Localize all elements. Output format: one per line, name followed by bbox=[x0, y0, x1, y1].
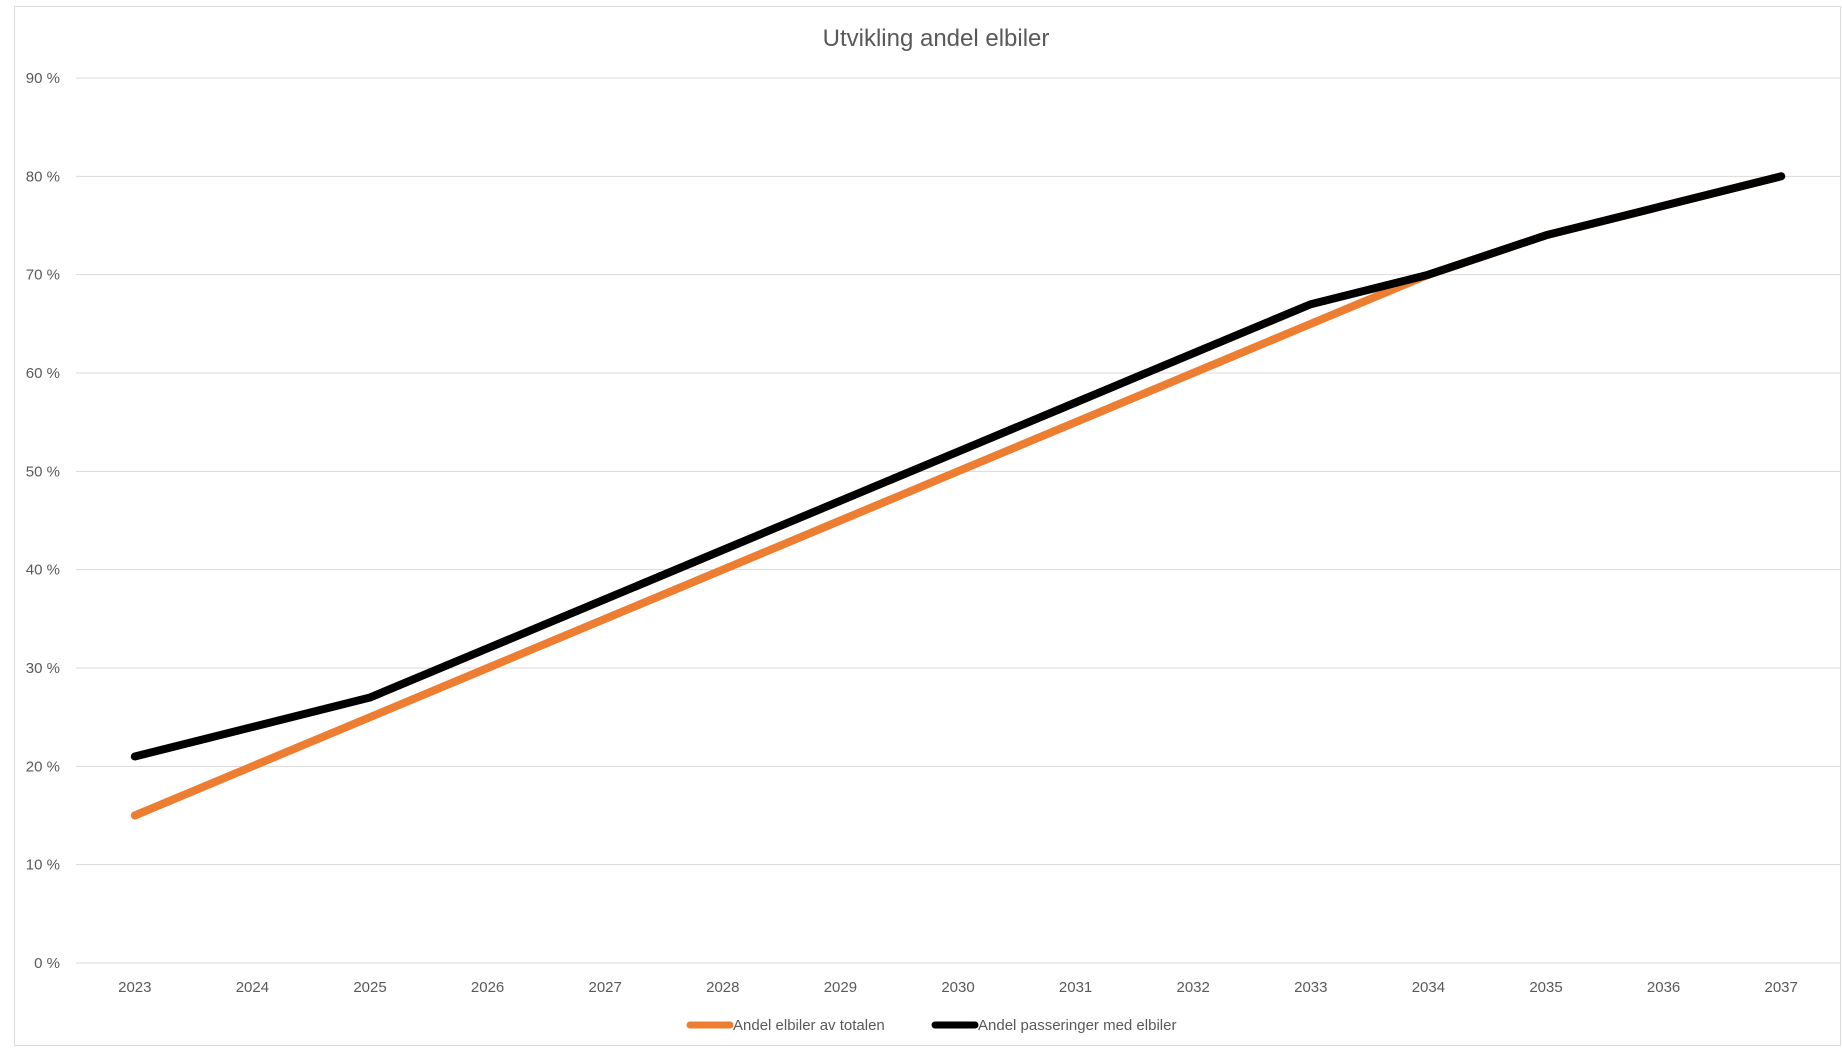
x-tick-label: 2024 bbox=[236, 979, 269, 996]
x-tick-label: 2032 bbox=[1177, 979, 1210, 996]
series-0-point bbox=[1074, 420, 1078, 424]
y-axis-tick-labels: 0 % 10 % 20 % 30 % 40 % 50 % 60 % 70 % 80 % 90 % bbox=[26, 70, 60, 972]
x-tick-label: 2037 bbox=[1765, 979, 1798, 996]
gridlines bbox=[76, 77, 1840, 964]
series-1-point bbox=[486, 646, 490, 650]
legend-label-0: Andel elbiler av totalen bbox=[733, 1017, 885, 1034]
y-tick-label: 70 % bbox=[26, 267, 60, 284]
y-tick-label: 10 % bbox=[26, 857, 60, 874]
series-1-point bbox=[1191, 351, 1195, 355]
series-0-point bbox=[603, 617, 607, 621]
series-1-point bbox=[1309, 302, 1313, 306]
series-0-point bbox=[133, 814, 137, 817]
series-1-point bbox=[603, 597, 607, 601]
series-0-point bbox=[368, 715, 372, 719]
y-tick-label: 30 % bbox=[26, 660, 60, 677]
series-1-point bbox=[1074, 401, 1078, 404]
series-1-point bbox=[1426, 273, 1430, 277]
series-1-point bbox=[133, 755, 137, 758]
series-1-point bbox=[1779, 174, 1783, 178]
x-tick-label: 2023 bbox=[118, 979, 151, 996]
y-tick-label: 40 % bbox=[26, 562, 60, 579]
x-tick-label: 2033 bbox=[1294, 979, 1327, 996]
y-tick-label: 20 % bbox=[26, 758, 60, 775]
x-tick-label: 2031 bbox=[1059, 979, 1092, 996]
series-line-1 bbox=[130, 172, 1786, 761]
chart-frame bbox=[14, 6, 1841, 1046]
x-tick-label: 2025 bbox=[353, 979, 386, 996]
y-tick-label: 90 % bbox=[26, 70, 60, 87]
series-1-point bbox=[250, 725, 254, 729]
y-tick-label: 50 % bbox=[26, 463, 60, 480]
series-1-point bbox=[956, 450, 960, 454]
series-line-0 bbox=[130, 172, 1786, 820]
x-tick-label: 2027 bbox=[589, 979, 622, 996]
series-0-point bbox=[838, 519, 842, 522]
y-tick-label: 80 % bbox=[26, 168, 60, 185]
x-tick-label: 2035 bbox=[1529, 979, 1562, 996]
legend: Andel elbiler av totalen Andel passeringe… bbox=[686, 1017, 1176, 1034]
legend-label-1: Andel passeringer med elbiler bbox=[978, 1017, 1176, 1034]
series-0-point bbox=[956, 469, 960, 473]
x-tick-label: 2030 bbox=[941, 979, 974, 996]
series-1-point bbox=[721, 548, 725, 552]
series-0-point bbox=[486, 666, 490, 670]
chart-title: Utvikling andel elbiler bbox=[823, 25, 1050, 52]
x-tick-label: 2028 bbox=[706, 979, 739, 996]
x-tick-label: 2026 bbox=[471, 979, 504, 996]
series-1-point bbox=[1662, 204, 1666, 208]
y-tick-label: 60 % bbox=[26, 365, 60, 382]
x-tick-label: 2036 bbox=[1647, 979, 1680, 996]
series-0-point bbox=[721, 568, 725, 572]
series-1-point bbox=[368, 696, 372, 699]
x-tick-label: 2029 bbox=[824, 979, 857, 996]
x-axis-tick-labels: 2023 2024 2025 2026 2027 2028 2029 2030 2031 2032… bbox=[118, 979, 1798, 996]
x-tick-label: 2034 bbox=[1412, 979, 1445, 996]
y-tick-label: 0 % bbox=[34, 955, 60, 972]
series-0-point bbox=[1309, 322, 1313, 326]
series-0-point bbox=[250, 764, 254, 768]
series-0-point bbox=[1191, 371, 1195, 375]
series-1-point bbox=[838, 499, 842, 503]
series-lines bbox=[130, 172, 1786, 820]
series-1-point bbox=[1544, 233, 1548, 237]
